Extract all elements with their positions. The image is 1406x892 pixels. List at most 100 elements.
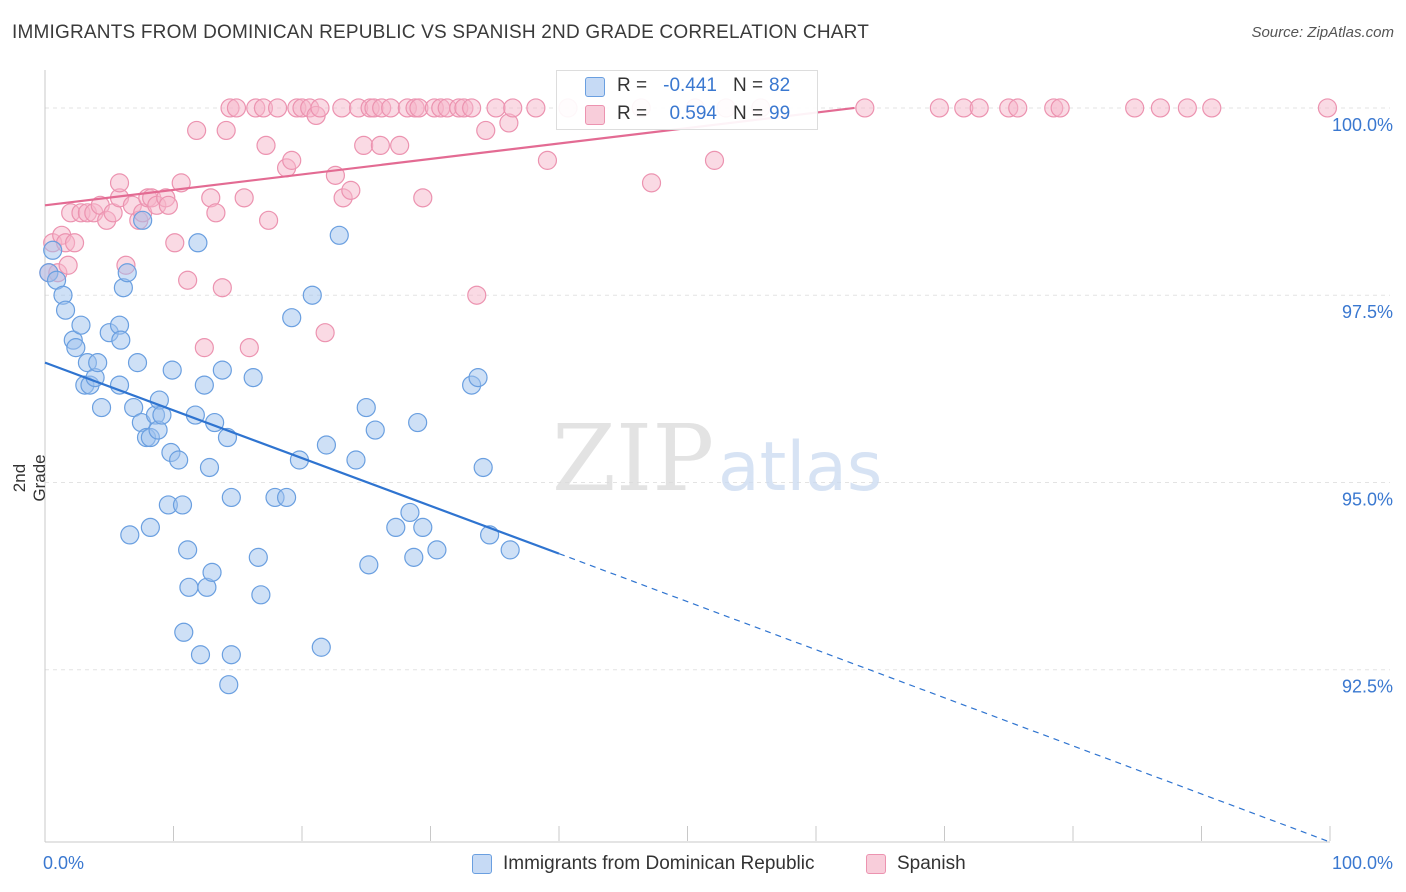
dominican-point-52 [221, 645, 241, 665]
spanish-point-44 [282, 150, 302, 170]
watermark-zip: ZIP [552, 405, 714, 512]
spanish-point-28 [187, 120, 207, 141]
y-tick-label-0: 92.5% [1342, 677, 1393, 697]
spanish-point-32 [212, 278, 232, 298]
spanish-point-50 [315, 323, 335, 343]
dominican-point-19 [117, 263, 137, 283]
dominican-point-55 [251, 585, 271, 605]
spanish-point-24 [158, 195, 178, 215]
spanish-point-75 [486, 98, 506, 118]
dominican-point-21 [124, 397, 144, 418]
source-label: Source: ZipAtlas.com [1251, 24, 1394, 41]
spanish-point-62 [390, 135, 410, 156]
dominican-point-17 [111, 330, 131, 350]
dominican-point-73 [427, 540, 447, 560]
dominican-point-45 [199, 457, 220, 478]
y-tick-label-3: 100.0% [1332, 115, 1393, 135]
dominican-trend-extension [558, 553, 1331, 843]
dominican-point-72 [413, 517, 433, 538]
x-tick-label-1: 100.0% [1332, 853, 1393, 873]
chart-title: IMMIGRANTS FROM DOMINICAN REPUBLIC VS SP… [12, 22, 870, 43]
spanish-point-15 [109, 173, 130, 193]
dominican-point-51 [221, 487, 241, 508]
spanish-point-5 [58, 255, 78, 275]
spanish-point-82 [641, 173, 662, 193]
dominican-point-50 [219, 675, 239, 695]
dominican-point-75 [468, 368, 488, 388]
spanish-point-66 [413, 188, 433, 208]
spanish-point-31 [206, 203, 226, 223]
dominican-point-41 [188, 233, 208, 253]
legend-swatch-pink [866, 854, 886, 874]
dominican-point-20 [120, 525, 140, 545]
dominican-point-53 [243, 368, 263, 388]
dominican-point-43 [194, 375, 214, 395]
dominican-point-38 [178, 540, 198, 560]
stats-n-label: N = [733, 103, 764, 124]
dominican-point-23 [127, 353, 148, 373]
watermark-atlas: atlas [718, 428, 882, 507]
legend-label-spanish: Spanish [897, 853, 966, 874]
dominican-point-7 [71, 315, 91, 335]
dominican-point-63 [329, 225, 349, 245]
dominican-point-46 [202, 562, 222, 582]
dominican-point-48 [212, 360, 232, 380]
spanish-point-52 [332, 98, 352, 118]
stats-row-spanish: R = 0.594 N = 99 [557, 101, 819, 127]
dominican-point-36 [172, 495, 193, 515]
dominican-point-42 [190, 645, 211, 665]
dominican-point-4 [55, 300, 76, 320]
dominican-point-39 [179, 577, 199, 597]
spanish-point-35 [226, 98, 247, 118]
spanish-point-78 [526, 98, 546, 118]
spanish-point-7 [64, 233, 85, 253]
spanish-point-95 [1125, 98, 1145, 118]
spanish-point-42 [267, 98, 288, 118]
dominican-point-67 [365, 420, 385, 440]
stats-r-label: R = [617, 103, 648, 124]
spanish-point-49 [310, 98, 330, 118]
spanish-point-92 [1008, 98, 1028, 118]
spanish-point-98 [1202, 98, 1222, 118]
spanish-point-33 [216, 120, 236, 141]
spanish-point-37 [239, 338, 259, 358]
spanish-point-36 [234, 188, 254, 208]
spanish-point-29 [194, 338, 214, 358]
spanish-points [39, 98, 1338, 358]
dominican-point-66 [359, 555, 379, 575]
dominican-point-68 [386, 517, 406, 538]
dominican-trend-line [44, 361, 560, 555]
dominican-point-57 [276, 487, 297, 508]
spanish-point-99 [1317, 98, 1338, 118]
spanish-point-97 [1177, 98, 1197, 118]
spanish-point-90 [969, 98, 989, 118]
spanish-point-27 [178, 270, 198, 290]
spanish-point-74 [476, 120, 496, 141]
axes [44, 70, 1331, 843]
stats-legend: R = -0.441 N = 82 R = 0.594 N = 99 [556, 70, 818, 130]
legend-item-dominican[interactable]: Immigrants from Dominican Republic [472, 853, 815, 875]
dominican-point-71 [408, 412, 428, 433]
stats-n-value: 82 [769, 75, 791, 96]
legend-item-spanish[interactable]: Spanish [866, 853, 966, 875]
dominican-point-78 [500, 540, 520, 560]
dominican-point-60 [302, 285, 322, 305]
dominican-point-62 [316, 435, 337, 455]
spanish-point-25 [165, 233, 185, 253]
stats-r-label: R = [617, 75, 648, 96]
spanish-point-61 [381, 98, 401, 118]
spanish-point-79 [537, 150, 558, 170]
dominican-point-69 [400, 502, 420, 523]
dominican-point-24 [133, 210, 153, 230]
dominican-point-64 [346, 450, 366, 470]
dominican-point-1 [43, 240, 63, 260]
y-tick-label-1: 95.0% [1342, 489, 1393, 509]
spanish-point-54 [341, 180, 361, 200]
dominican-point-6 [66, 338, 86, 358]
dominican-point-13 [91, 397, 112, 418]
legend-label-dominican: Immigrants from Dominican Republic [503, 853, 815, 874]
stats-r-value: 0.594 [669, 103, 717, 124]
stats-r-value: -0.441 [663, 75, 717, 96]
stats-row-dominican: R = -0.441 N = 82 [557, 73, 819, 99]
